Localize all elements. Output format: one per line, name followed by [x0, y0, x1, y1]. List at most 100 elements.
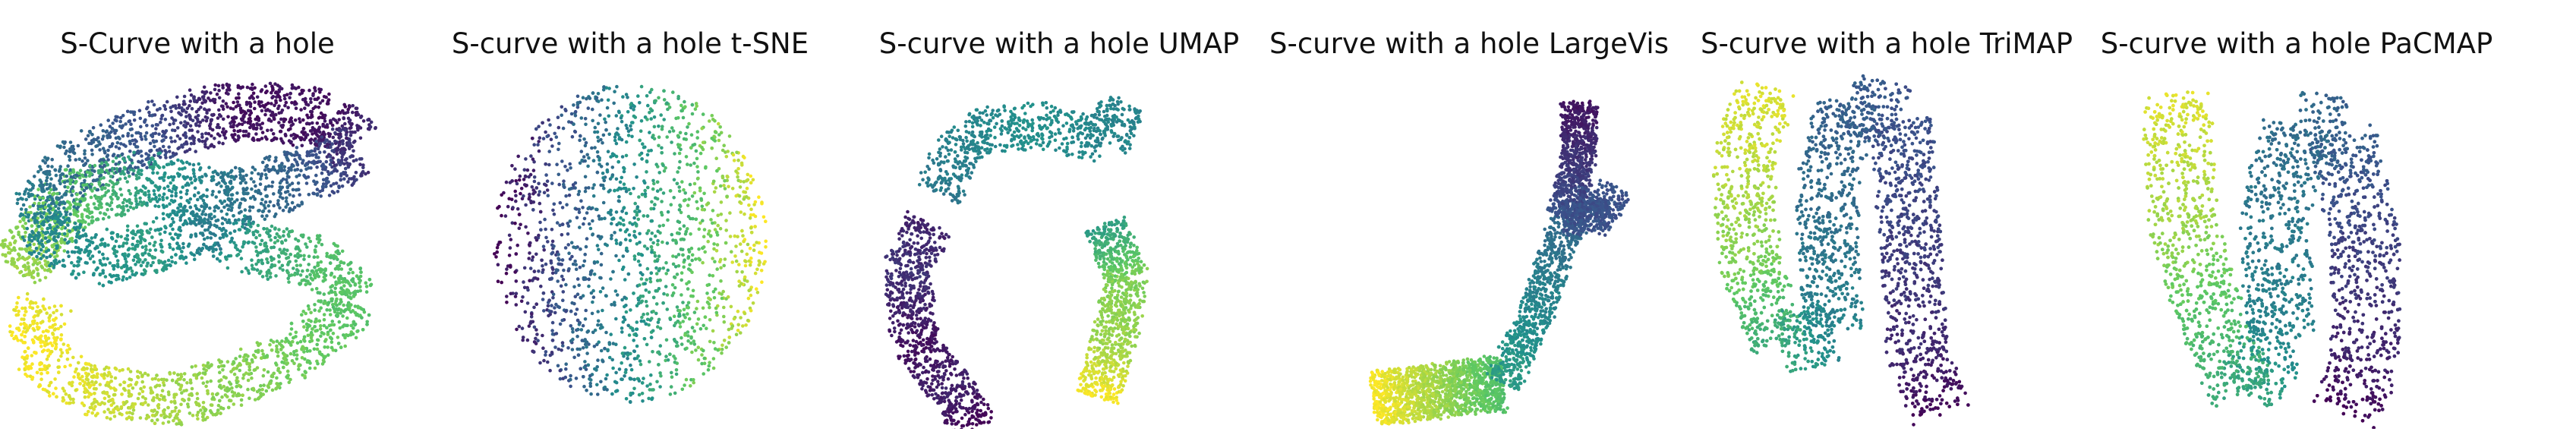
data-point [299, 169, 303, 172]
data-point [138, 370, 143, 375]
data-point [43, 231, 48, 235]
data-point [136, 151, 140, 155]
data-point [143, 191, 147, 195]
data-point [339, 311, 343, 315]
data-point [288, 193, 292, 197]
data-point [83, 250, 87, 254]
data-point [127, 383, 131, 388]
data-point [213, 215, 216, 219]
data-point [70, 193, 74, 197]
data-point [157, 383, 162, 388]
data-point [223, 136, 228, 140]
data-point [238, 176, 243, 180]
data-point [30, 193, 35, 197]
data-point [154, 123, 159, 127]
data-point [112, 182, 116, 186]
data-point [322, 292, 326, 296]
data-point [194, 203, 197, 208]
data-point [33, 197, 37, 201]
data-point [314, 173, 318, 178]
data-point [25, 273, 29, 277]
data-point [203, 142, 207, 147]
data-point [116, 154, 120, 158]
data-point [83, 386, 87, 391]
data-point [180, 391, 184, 395]
data-point [122, 197, 127, 202]
data-point [288, 252, 293, 257]
data-point [37, 201, 41, 206]
data-point [326, 332, 330, 336]
data-point [259, 392, 263, 395]
data-point [343, 105, 348, 109]
data-point [301, 320, 305, 323]
data-point [22, 216, 26, 220]
data-point [194, 218, 199, 222]
data-point [124, 263, 128, 267]
data-point [248, 372, 252, 377]
data-point [185, 188, 189, 193]
data-point [360, 316, 364, 320]
data-point [203, 228, 207, 232]
data-point [214, 195, 219, 199]
data-point [223, 232, 227, 236]
data-point [83, 178, 87, 183]
data-point [159, 393, 163, 398]
data-point [342, 116, 346, 120]
data-point [342, 333, 345, 337]
data-point [341, 314, 345, 318]
data-point [20, 332, 24, 337]
data-point [26, 346, 30, 350]
data-point [318, 291, 322, 295]
data-point [59, 324, 63, 329]
data-point [336, 244, 339, 248]
data-point [175, 412, 179, 416]
data-point [323, 354, 327, 359]
data-point [273, 263, 277, 267]
data-point [68, 203, 73, 207]
data-point [121, 200, 125, 205]
data-point [263, 243, 267, 247]
data-point [321, 138, 325, 142]
data-point [252, 180, 256, 184]
data-point [360, 157, 364, 161]
data-point [122, 213, 127, 216]
data-point [50, 157, 54, 162]
data-point [323, 267, 328, 271]
data-point [108, 168, 112, 172]
data-point [150, 99, 154, 103]
data-point [176, 158, 180, 162]
data-point [219, 104, 224, 109]
data-point [100, 194, 104, 199]
data-point [326, 98, 331, 102]
data-point [59, 313, 64, 317]
data-point [237, 218, 241, 222]
data-point [116, 196, 120, 200]
data-point [220, 222, 225, 225]
data-point [345, 157, 348, 161]
data-point [31, 320, 35, 323]
data-point [296, 255, 300, 260]
data-point [43, 344, 47, 348]
data-point [349, 323, 354, 328]
data-point [86, 134, 90, 138]
data-point [28, 364, 32, 369]
data-point [156, 404, 160, 408]
data-point [364, 290, 369, 294]
data-point [206, 389, 210, 393]
data-point [67, 154, 71, 159]
data-point [257, 123, 262, 127]
data-point [143, 137, 148, 141]
data-point [307, 236, 311, 241]
data-point [117, 147, 121, 150]
data-point [273, 168, 277, 172]
data-point [85, 215, 89, 219]
data-point [3, 242, 7, 247]
data-point [345, 161, 349, 165]
data-point [185, 199, 189, 203]
data-point [148, 248, 152, 252]
data-point [111, 247, 115, 251]
data-point [184, 261, 188, 265]
data-point [286, 373, 290, 377]
data-point [43, 259, 47, 263]
data-point [198, 120, 203, 124]
